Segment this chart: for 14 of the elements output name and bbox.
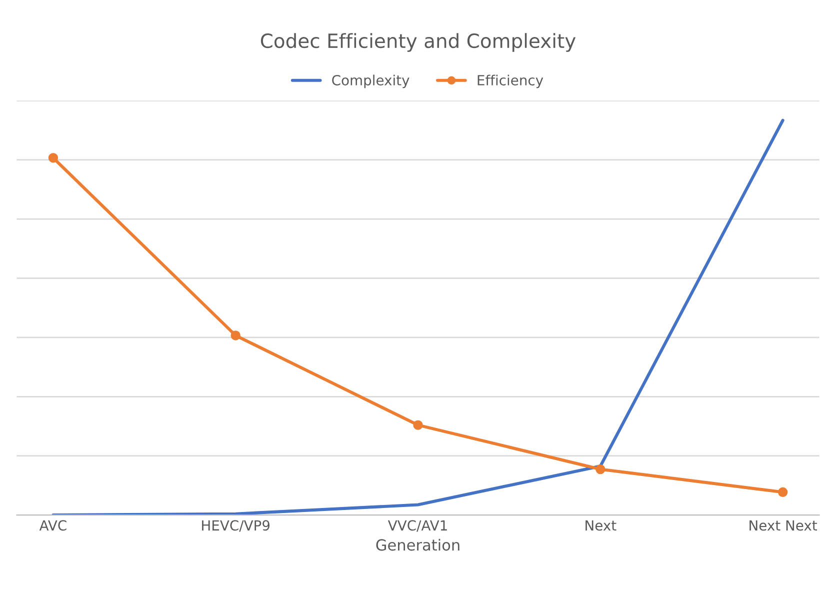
point	[778, 487, 788, 498]
x-tick-label: Next	[586, 520, 616, 531]
legend-label: Complexity	[332, 74, 410, 88]
point	[230, 330, 240, 340]
x-tick-label: VVC/AV1	[388, 520, 447, 532]
x-tick-label: AVC	[39, 520, 66, 531]
point	[596, 464, 606, 474]
legend-label: Efficiency	[478, 74, 544, 88]
chart-title: Codec Efficienty and Complexity	[260, 33, 576, 52]
x-tick-label: Next Next	[750, 520, 818, 531]
x-tick-label: HEVC/VP9	[202, 520, 270, 532]
point	[48, 153, 58, 163]
x-axis-title: Generation	[376, 538, 460, 551]
point	[413, 420, 423, 430]
